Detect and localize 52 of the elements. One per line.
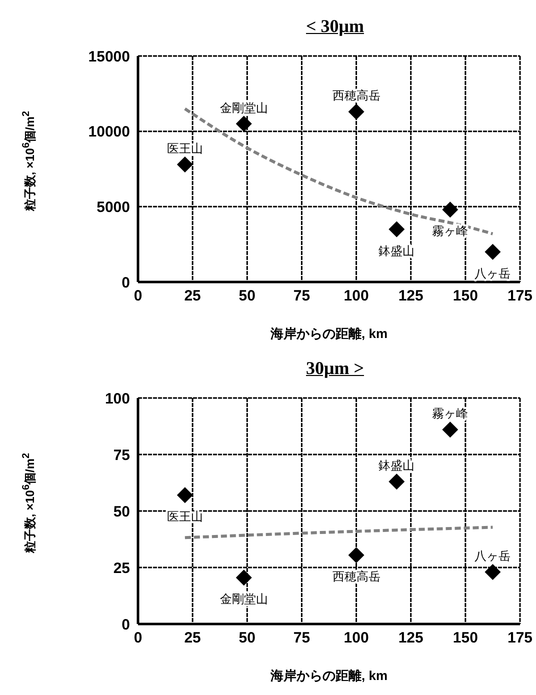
- x-tick-label: 50: [238, 288, 256, 305]
- x-tick-label: 125: [398, 288, 424, 305]
- point: [388, 474, 405, 490]
- y-tick-label: 5000: [96, 198, 130, 216]
- y-tick-label: 25: [113, 560, 130, 577]
- x-tick-label: 0: [134, 288, 142, 305]
- y-tick-label: 75: [113, 446, 130, 464]
- point: [388, 221, 405, 238]
- y-tick-label: 50: [113, 503, 130, 520]
- chart-title: < 30μm: [305, 16, 365, 37]
- x-tick-label: 150: [452, 288, 478, 305]
- x-tick-label: 50: [238, 630, 256, 647]
- point: [176, 156, 193, 172]
- annotation: 西穂高岳: [332, 570, 380, 584]
- y-tick-label: 100: [104, 390, 130, 408]
- x-tick-label: 25: [184, 288, 201, 305]
- x-tick-label: 125: [398, 630, 424, 647]
- annotation: 霧ヶ峰: [432, 406, 468, 421]
- annotation: 鉢盛山: [378, 458, 415, 473]
- annotation: 八ヶ岳: [474, 266, 511, 280]
- x-tick-label: 100: [344, 288, 369, 305]
- point: [236, 116, 252, 132]
- y-tick-label: 15000: [88, 48, 130, 66]
- y-tick-label: 10000: [88, 124, 130, 141]
- point: [484, 564, 501, 580]
- point: [176, 487, 193, 504]
- x-tick-label: 175: [507, 288, 533, 305]
- annotation: 金剛堂山: [220, 100, 268, 115]
- x-tick-label: 100: [344, 630, 369, 647]
- annotation: 鉢盛山: [378, 244, 415, 258]
- point: [348, 547, 364, 564]
- chart-title: 30μm >: [305, 358, 365, 379]
- point: [442, 422, 458, 438]
- annotation: 八ヶ岳: [474, 549, 511, 564]
- x-axis-title: 海岸からの距離, km: [269, 326, 388, 341]
- x-tick-label: 25: [184, 630, 201, 647]
- annotation: 金剛堂山: [220, 592, 268, 606]
- point: [442, 202, 458, 218]
- y-tick-label: 0: [122, 616, 130, 634]
- x-tick-label: 175: [507, 630, 533, 647]
- point: [236, 570, 252, 586]
- annotation: 霧ヶ峰: [432, 224, 468, 238]
- annotation: 西穂高岳: [332, 88, 380, 103]
- y-tick-label: 0: [122, 274, 130, 292]
- line-series: [183, 526, 494, 540]
- point: [348, 104, 364, 120]
- x-axis-title: 海岸からの距離, km: [269, 668, 388, 683]
- x-tick-label: 150: [452, 630, 478, 647]
- x-tick-label: 75: [293, 630, 310, 647]
- point: [484, 244, 501, 260]
- x-tick-label: 75: [293, 288, 310, 305]
- x-tick-label: 0: [134, 630, 142, 647]
